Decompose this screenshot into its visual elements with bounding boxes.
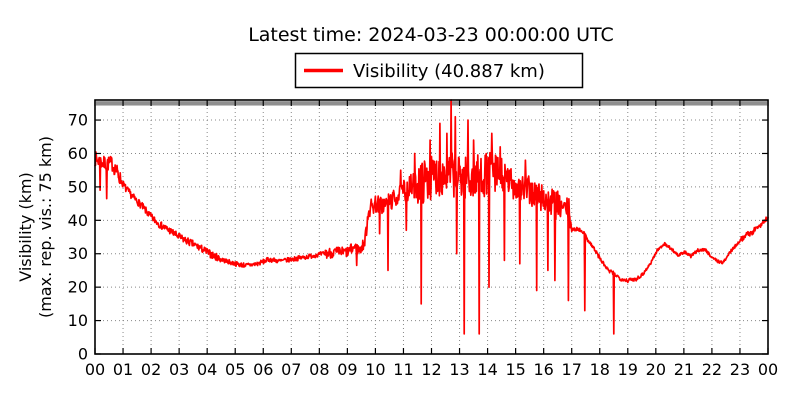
y-tick-label: 60	[68, 144, 88, 163]
x-tick-label: 21	[674, 360, 694, 379]
x-tick-label: 22	[702, 360, 722, 379]
y-tick-label: 40	[68, 211, 88, 230]
x-tick-label: 16	[533, 360, 553, 379]
x-tick-label: 03	[169, 360, 189, 379]
y-tick-label: 30	[68, 244, 88, 263]
tick-labels: 00 01 02 03 04 05 06 07 08 09 10 11 12 13 14 15 16 17 18 19…	[68, 111, 779, 379]
x-tick-label: 07	[281, 360, 301, 379]
y-tick-label: 0	[78, 345, 88, 364]
x-tick-label: 08	[309, 360, 329, 379]
y-tick-label: 70	[68, 111, 88, 130]
plot-background	[95, 100, 768, 354]
x-tick-label: 14	[477, 360, 497, 379]
chart-title: Latest time: 2024-03-23 00:00:00 UTC	[248, 24, 614, 46]
x-tick-label: 17	[562, 360, 582, 379]
x-tick-label: 00	[85, 360, 105, 379]
x-tick-label: 09	[337, 360, 357, 379]
x-tick-label: 04	[197, 360, 217, 379]
legend-box	[294, 52, 584, 89]
x-tick-label: 15	[505, 360, 525, 379]
x-tick-label: 00	[758, 360, 778, 379]
x-tick-label: 05	[225, 360, 245, 379]
x-tick-label: 11	[393, 360, 413, 379]
legend-label: Visibility (40.887 km)	[353, 61, 545, 82]
y-axis-label-line1: Visibility (km)	[16, 172, 35, 281]
legend: Visibility (40.887 km)	[294, 52, 584, 89]
y-tick-label: 10	[68, 311, 88, 330]
x-tick-label: 19	[618, 360, 638, 379]
x-tick-label: 10	[365, 360, 385, 379]
x-tick-label: 02	[141, 360, 161, 379]
visibility-series	[94, 99, 769, 335]
y-axis-label-line2: (max. rep. vis.: 75 km)	[36, 136, 55, 318]
tick-marks	[94, 100, 769, 355]
visibility-line	[94, 99, 769, 335]
x-tick-label: 20	[646, 360, 666, 379]
x-tick-label: 23	[730, 360, 750, 379]
y-tick-label: 50	[68, 177, 88, 196]
x-tick-label: 18	[590, 360, 610, 379]
x-tick-label: 01	[113, 360, 133, 379]
x-tick-label: 12	[421, 360, 441, 379]
y-tick-label: 20	[68, 278, 88, 297]
x-tick-label: 06	[253, 360, 273, 379]
x-tick-label: 13	[449, 360, 469, 379]
